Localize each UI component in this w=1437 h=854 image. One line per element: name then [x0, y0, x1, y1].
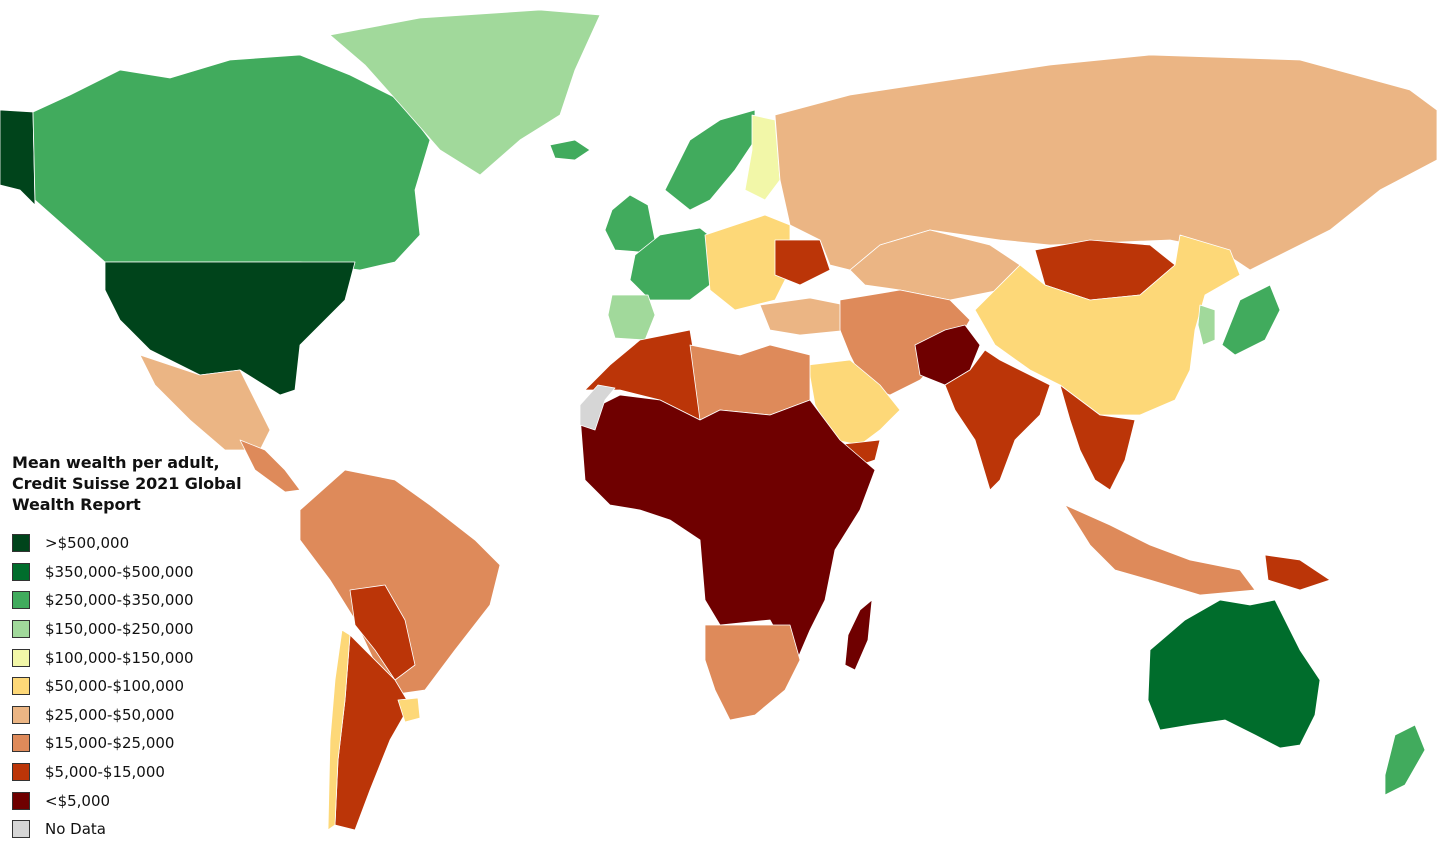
- region-eastern-europe: [704, 214, 791, 311]
- legend-label: $150,000-$250,000: [45, 620, 194, 639]
- region-iran-central-asia: [839, 289, 971, 396]
- legend-item: $250,000-$350,000: [12, 586, 262, 615]
- region-ukraine: [774, 239, 831, 286]
- legend-swatch: [12, 763, 30, 782]
- region-indonesia: [1064, 504, 1256, 596]
- legend-item: No Data: [12, 815, 262, 844]
- region-south-america: [299, 469, 501, 696]
- legend-swatch: [12, 648, 30, 667]
- legend-items: >$500,000 $350,000-$500,000 $250,000-$350,…: [12, 529, 262, 844]
- region-madagascar: [844, 599, 873, 671]
- region-japan: [1221, 284, 1281, 356]
- region-australia: [1147, 599, 1321, 749]
- legend-item: $25,000-$50,000: [12, 701, 262, 730]
- legend-item: $100,000-$150,000: [12, 643, 262, 672]
- legend-item: $150,000-$250,000: [12, 615, 262, 644]
- legend-swatch: [12, 534, 30, 553]
- legend-label: No Data: [45, 820, 106, 839]
- legend-label: $15,000-$25,000: [45, 734, 175, 753]
- legend-item: $5,000-$15,000: [12, 758, 262, 787]
- legend-label: $350,000-$500,000: [45, 562, 194, 581]
- region-uk-ireland: [604, 194, 656, 253]
- region-afghanistan: [914, 324, 981, 386]
- region-southern-africa: [704, 624, 801, 721]
- region-chile: [327, 629, 351, 831]
- legend-label: $100,000-$150,000: [45, 648, 194, 667]
- legend-label: >$500,000: [45, 534, 130, 553]
- legend-item: $350,000-$500,000: [12, 558, 262, 587]
- legend-item: $50,000-$100,000: [12, 672, 262, 701]
- region-greenland: [329, 9, 601, 176]
- legend-title: Mean wealth per adult, Credit Suisse 202…: [12, 453, 242, 514]
- legend-swatch: [12, 705, 30, 724]
- region-bolivia-paraguay: [349, 584, 416, 681]
- legend-swatch: [12, 591, 30, 610]
- legend-swatch: [12, 791, 30, 810]
- region-canada: [32, 54, 431, 271]
- legend-label: <$5,000: [45, 791, 111, 810]
- region-papua-new-guinea: [1264, 554, 1331, 591]
- legend-label: $50,000-$100,000: [45, 677, 185, 696]
- region-uruguay: [397, 697, 421, 723]
- legend-label: $5,000-$15,000: [45, 763, 165, 782]
- region-turkey: [759, 297, 851, 336]
- legend-swatch: [12, 562, 30, 581]
- region-sub-saharan-africa: [579, 394, 876, 666]
- region-iberia: [607, 294, 656, 341]
- legend-item: <$5,000: [12, 786, 262, 815]
- region-iceland: [549, 139, 591, 161]
- region-india-pakistan: [944, 349, 1051, 491]
- legend-swatch: [12, 677, 30, 696]
- legend-item: $15,000-$25,000: [12, 729, 262, 758]
- legend-swatch: [12, 734, 30, 753]
- region-alaska: [0, 109, 36, 206]
- region-western-sahara: [579, 384, 616, 431]
- legend-label: $25,000-$50,000: [45, 705, 175, 724]
- region-southeast-asia: [1059, 384, 1136, 491]
- region-korea: [1197, 304, 1216, 346]
- region-new-zealand: [1384, 724, 1426, 796]
- legend-swatch: [12, 820, 30, 839]
- region-russia: [774, 54, 1437, 271]
- legend-item: >$500,000: [12, 529, 262, 558]
- region-central-america: [239, 439, 301, 493]
- legend-label: $250,000-$350,000: [45, 591, 194, 610]
- legend-swatch: [12, 620, 30, 639]
- region-scandinavia: [664, 109, 756, 211]
- region-united-states: [104, 261, 356, 396]
- legend: Mean wealth per adult, Credit Suisse 202…: [12, 452, 262, 844]
